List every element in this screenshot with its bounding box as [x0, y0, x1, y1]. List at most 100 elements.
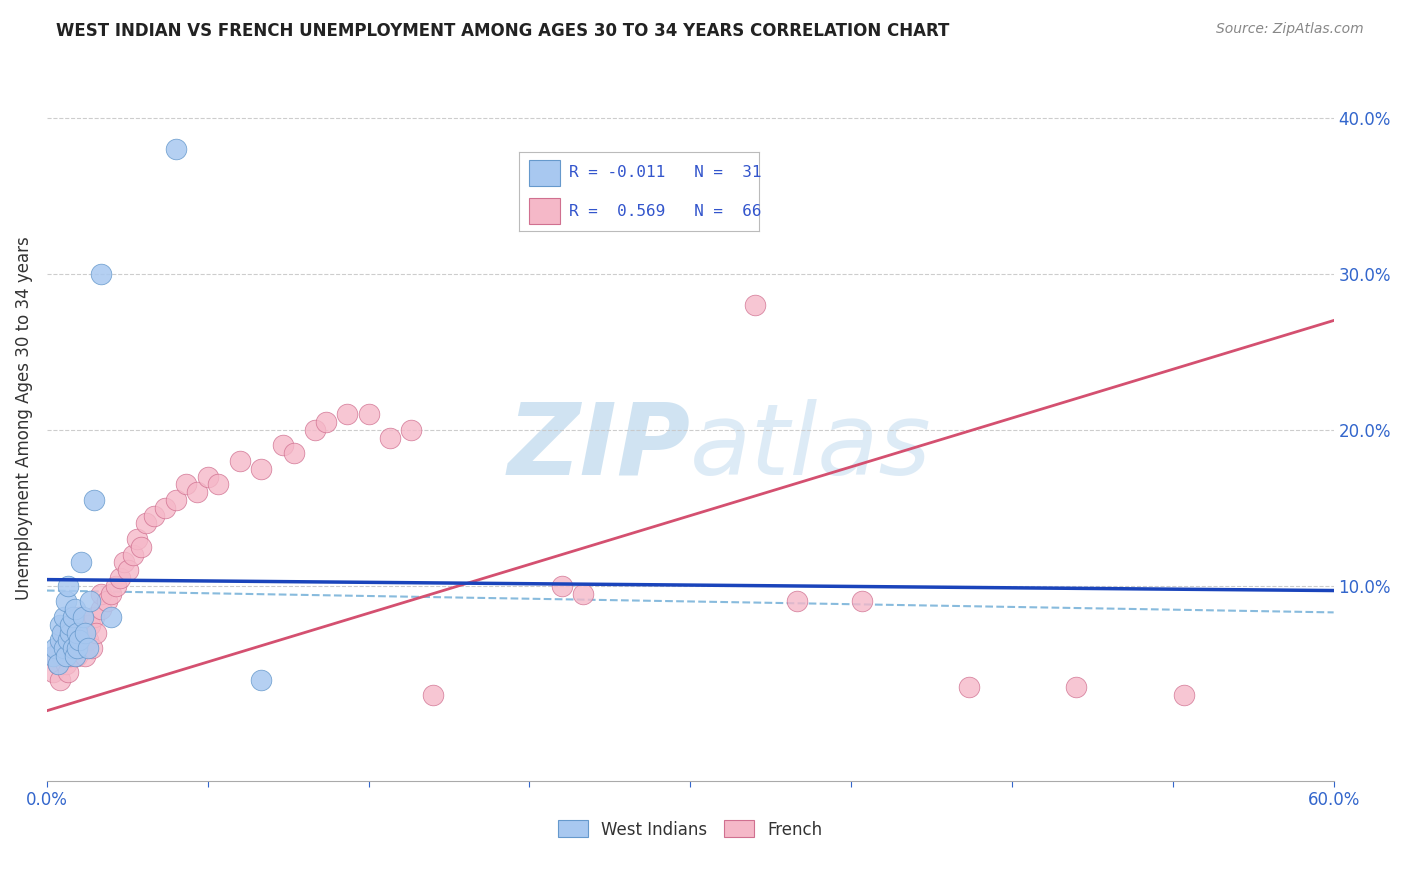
- Point: [229, 454, 252, 468]
- Point: [83, 610, 105, 624]
- Point: [62, 641, 84, 656]
- Point: [66, 625, 89, 640]
- Point: [593, 188, 616, 202]
- Point: [89, 267, 111, 281]
- Point: [72, 610, 94, 624]
- Point: [53, 610, 76, 624]
- Point: [174, 477, 197, 491]
- Point: [422, 688, 444, 702]
- Point: [51, 649, 73, 664]
- Point: [129, 540, 152, 554]
- Text: Source: ZipAtlas.com: Source: ZipAtlas.com: [1216, 22, 1364, 37]
- Point: [49, 633, 72, 648]
- Point: [165, 493, 187, 508]
- Point: [72, 618, 94, 632]
- Point: [83, 493, 105, 508]
- Point: [58, 665, 80, 679]
- Point: [550, 579, 572, 593]
- Point: [100, 587, 122, 601]
- Point: [165, 142, 187, 156]
- Point: [851, 594, 873, 608]
- Point: [1173, 688, 1195, 702]
- Point: [1064, 681, 1087, 695]
- Point: [283, 446, 305, 460]
- Point: [67, 633, 90, 648]
- Point: [59, 625, 82, 640]
- Point: [70, 556, 93, 570]
- Point: [59, 625, 82, 640]
- Point: [153, 500, 176, 515]
- Point: [135, 516, 157, 531]
- Point: [70, 625, 93, 640]
- Point: [100, 610, 122, 624]
- Point: [108, 571, 131, 585]
- Point: [572, 587, 595, 601]
- Point: [62, 610, 84, 624]
- Text: R = -0.011   N =  31: R = -0.011 N = 31: [569, 165, 762, 180]
- Text: ZIP: ZIP: [508, 399, 690, 496]
- Point: [957, 681, 980, 695]
- Point: [55, 594, 77, 608]
- Point: [104, 579, 127, 593]
- Point: [76, 641, 98, 656]
- Point: [89, 587, 111, 601]
- Point: [197, 469, 219, 483]
- Point: [42, 649, 65, 664]
- Point: [49, 641, 72, 656]
- Point: [49, 618, 72, 632]
- Text: R =  0.569   N =  66: R = 0.569 N = 66: [569, 203, 762, 219]
- Point: [67, 641, 90, 656]
- Point: [207, 477, 229, 491]
- Point: [89, 602, 111, 616]
- Point: [44, 649, 66, 664]
- Bar: [529, 160, 560, 186]
- Point: [79, 594, 101, 608]
- Point: [121, 548, 143, 562]
- Point: [58, 579, 80, 593]
- Point: [58, 633, 80, 648]
- Point: [250, 673, 273, 687]
- Point: [125, 532, 148, 546]
- Bar: [529, 198, 560, 225]
- Text: WEST INDIAN VS FRENCH UNEMPLOYMENT AMONG AGES 30 TO 34 YEARS CORRELATION CHART: WEST INDIAN VS FRENCH UNEMPLOYMENT AMONG…: [56, 22, 949, 40]
- Point: [96, 594, 118, 608]
- Point: [75, 649, 97, 664]
- Point: [59, 618, 82, 632]
- Point: [401, 423, 423, 437]
- Point: [55, 657, 77, 671]
- Point: [59, 649, 82, 664]
- Point: [357, 407, 380, 421]
- Point: [55, 641, 77, 656]
- Point: [378, 431, 401, 445]
- Point: [51, 625, 73, 640]
- Point: [79, 618, 101, 632]
- Point: [53, 625, 76, 640]
- Point: [315, 415, 337, 429]
- Point: [117, 563, 139, 577]
- Point: [271, 438, 294, 452]
- Point: [62, 641, 84, 656]
- Point: [75, 625, 97, 640]
- Point: [67, 610, 90, 624]
- Text: atlas: atlas: [690, 399, 932, 496]
- Point: [53, 641, 76, 656]
- Legend: West Indians, French: West Indians, French: [551, 814, 830, 846]
- Point: [186, 485, 208, 500]
- Point: [304, 423, 326, 437]
- Point: [42, 665, 65, 679]
- Point: [80, 641, 103, 656]
- Point: [84, 625, 107, 640]
- Point: [786, 594, 808, 608]
- Point: [76, 633, 98, 648]
- Point: [46, 657, 69, 671]
- Point: [44, 641, 66, 656]
- Point: [744, 298, 766, 312]
- Point: [250, 462, 273, 476]
- Point: [55, 649, 77, 664]
- Point: [66, 649, 89, 664]
- Point: [63, 602, 86, 616]
- Point: [336, 407, 359, 421]
- Y-axis label: Unemployment Among Ages 30 to 34 years: Unemployment Among Ages 30 to 34 years: [15, 236, 32, 600]
- Point: [58, 633, 80, 648]
- Point: [46, 657, 69, 671]
